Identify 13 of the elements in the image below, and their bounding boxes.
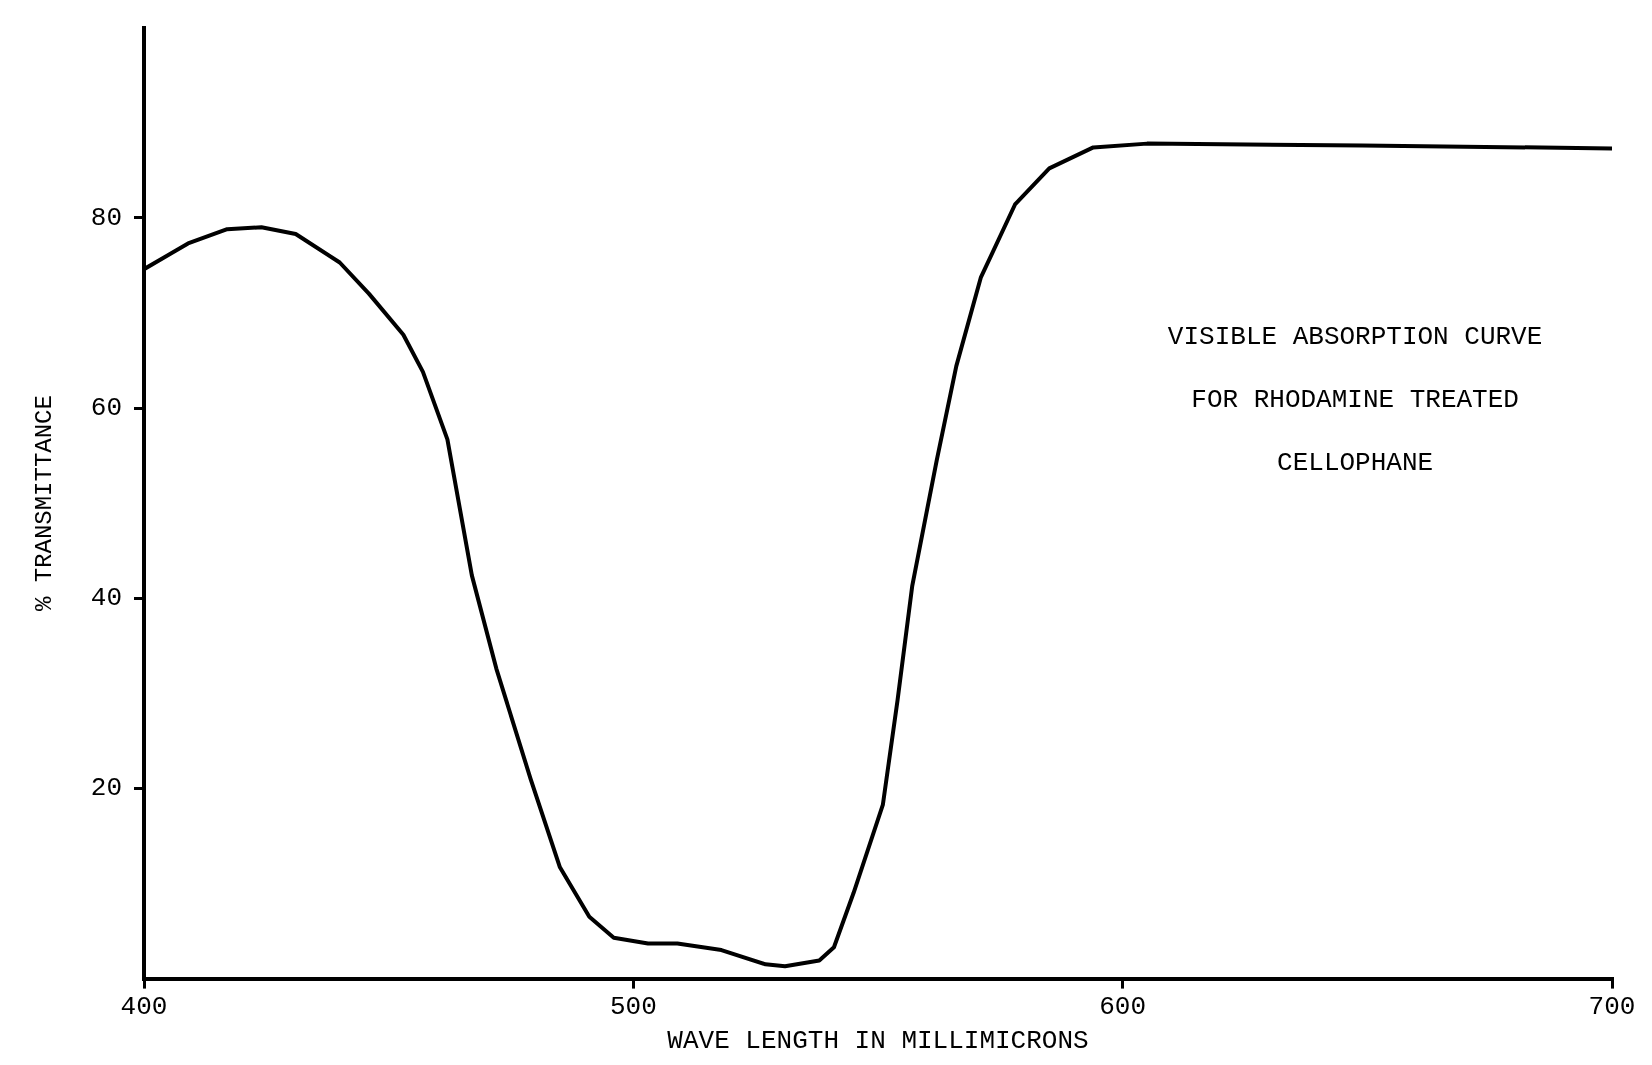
x-tick-label: 500: [609, 992, 657, 1023]
x-tick-label: 700: [1588, 992, 1636, 1023]
annotation: VISIBLE ABSORPTION CURVE: [1167, 322, 1543, 353]
annotation: FOR RHODAMINE TREATED: [1191, 385, 1519, 416]
y-tick-label: 40: [90, 583, 123, 614]
x-axis-title: WAVE LENGTH IN MILLIMICRONS: [667, 1026, 1089, 1057]
y-tick-label: 20: [90, 773, 123, 804]
y-axis-title: % TRANSMITTANCE: [30, 395, 58, 612]
annotation: CELLOPHANE: [1277, 448, 1434, 479]
y-tick-label: 80: [90, 202, 123, 233]
x-tick-label: 600: [1099, 992, 1147, 1023]
y-tick-label: 60: [90, 392, 123, 423]
x-tick-label: 400: [120, 992, 168, 1023]
